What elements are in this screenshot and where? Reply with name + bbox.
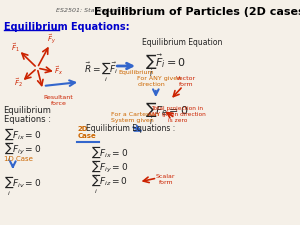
Text: For ANY given
direction: For ANY given direction bbox=[137, 76, 182, 87]
Text: $\vec{F}_y$: $\vec{F}_y$ bbox=[47, 33, 56, 47]
Text: $\vec{F}_2$: $\vec{F}_2$ bbox=[14, 77, 23, 89]
Text: $\sum_i F_e = 0$: $\sum_i F_e = 0$ bbox=[145, 100, 189, 127]
Text: $\sum_i \vec{F}_i = 0$: $\sum_i \vec{F}_i = 0$ bbox=[145, 52, 186, 79]
Text: Resultant
force: Resultant force bbox=[44, 95, 74, 106]
Text: $\sum_i F_{iv} = 0$: $\sum_i F_{iv} = 0$ bbox=[4, 174, 41, 198]
Text: Equilibrium Equations :: Equilibrium Equations : bbox=[86, 124, 175, 133]
Text: ES2501: Statics/Unit 6-1:: ES2501: Statics/Unit 6-1: bbox=[56, 8, 134, 13]
Text: Scalar
form: Scalar form bbox=[156, 174, 176, 185]
Text: $\sum_i F_{iy} = 0$: $\sum_i F_{iy} = 0$ bbox=[4, 140, 41, 164]
Text: Equilibrium: Equilibrium bbox=[118, 70, 154, 75]
Text: Total projection in
ANY given direction
is zero: Total projection in ANY given direction … bbox=[148, 106, 206, 123]
Text: Vector
form: Vector form bbox=[176, 76, 196, 87]
Text: Equilibrium Equations:: Equilibrium Equations: bbox=[4, 22, 129, 32]
Text: Equilibrium of Particles (2D cases): Equilibrium of Particles (2D cases) bbox=[94, 7, 300, 17]
Text: $\vec{R}=\sum_i \vec{F}_i$: $\vec{R}=\sum_i \vec{F}_i$ bbox=[84, 60, 119, 84]
Text: Equations :: Equations : bbox=[4, 115, 51, 124]
Text: $\sum_i F_{ix} = 0$: $\sum_i F_{ix} = 0$ bbox=[4, 126, 41, 150]
Text: Equilibrium: Equilibrium bbox=[4, 106, 51, 115]
Text: 2D: 2D bbox=[77, 126, 88, 132]
Text: $\sum_i F_{ix} = 0$: $\sum_i F_{ix} = 0$ bbox=[92, 144, 129, 168]
Text: 1D Case: 1D Case bbox=[4, 156, 32, 162]
Text: $\vec{F}_1$: $\vec{F}_1$ bbox=[11, 42, 20, 54]
Text: Case: Case bbox=[77, 133, 96, 139]
Text: For a Cartesian
System given: For a Cartesian System given bbox=[111, 112, 159, 123]
Text: $\sum_i F_{iz} = 0$: $\sum_i F_{iz} = 0$ bbox=[92, 172, 128, 196]
Text: Equilibrium Equation: Equilibrium Equation bbox=[142, 38, 222, 47]
Text: $\sum_i F_{iy} = 0$: $\sum_i F_{iy} = 0$ bbox=[92, 158, 129, 182]
Text: $\vec{F}_x$: $\vec{F}_x$ bbox=[54, 65, 63, 77]
